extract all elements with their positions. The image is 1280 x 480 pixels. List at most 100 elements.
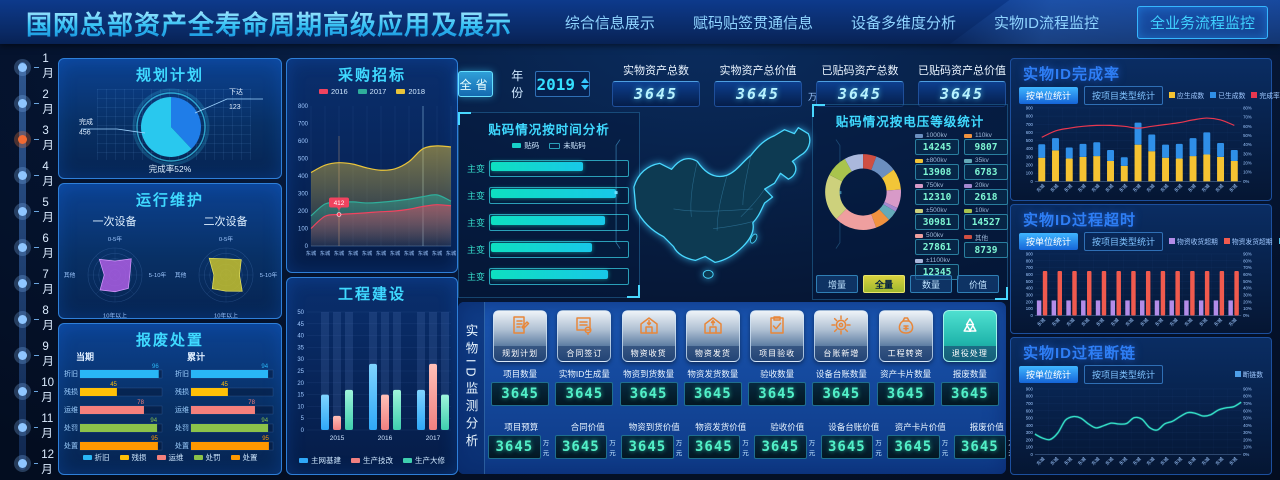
svg-text:东城: 东城	[1049, 182, 1061, 194]
counter-value: 3645	[555, 382, 614, 406]
gear-icon	[815, 314, 867, 336]
year-spinner-icon[interactable]	[581, 78, 589, 90]
timeline-month-3月[interactable]: 3月	[0, 125, 56, 152]
voltage-legend: 1000kv 14245 ±800kv 13908 750kv 12310 ±500kv 30…	[915, 132, 1008, 282]
step-tile-工程转资[interactable]: 工程转资	[878, 310, 933, 362]
svg-text:东城: 东城	[1183, 316, 1195, 328]
timeline-month-10月[interactable]: 10月	[0, 377, 56, 404]
step-tile-合同签订[interactable]: 合同签订	[557, 310, 612, 362]
timeline-month-2月[interactable]: 2月	[0, 89, 56, 116]
stat-label: 已贴码资产总数	[821, 64, 899, 77]
voltage-btn-全量[interactable]: 全量	[863, 275, 905, 293]
month-tick	[34, 354, 40, 356]
nav-item-0[interactable]: 综合信息展示	[564, 14, 655, 32]
step-tile-物资发货[interactable]: 物资发货	[685, 310, 740, 362]
tab-按项目类型统计[interactable]: 按项目类型统计	[1084, 85, 1164, 105]
month-label: 10月	[41, 377, 55, 404]
svg-text:东城: 东城	[1186, 182, 1198, 194]
timeline-month-7月[interactable]: 7月	[0, 269, 56, 296]
time-analysis-bars: 主变 主变 主变 主变 主变	[459, 151, 639, 290]
panel-legend: 断链数	[1234, 369, 1263, 379]
timeline-month-8月[interactable]: 8月	[0, 305, 56, 332]
legend-head: 1000kv	[915, 132, 959, 139]
timeline-month-1月[interactable]: 1月	[0, 53, 56, 80]
legend-label: 生产大修	[415, 456, 445, 465]
svg-text:东城: 东城	[1063, 455, 1075, 467]
legend-label: 处置	[242, 453, 258, 462]
panel-title: 贴码情况按时间分析	[488, 123, 610, 137]
value-项目预算: 项目预算 3645 万元	[488, 421, 555, 459]
svg-text:运维: 运维	[175, 405, 189, 414]
legend-head: 500kv	[915, 232, 959, 239]
svg-text:东城: 东城	[1214, 182, 1226, 194]
tab-按单位统计[interactable]: 按单位统计	[1019, 365, 1079, 383]
month-dot-icon	[14, 310, 31, 328]
legend-swatch-icon	[549, 142, 561, 149]
counter-value: 3645	[748, 382, 807, 406]
tab-按单位统计[interactable]: 按单位统计	[1019, 232, 1079, 250]
time-legend-未贴码: 未贴码	[549, 140, 586, 151]
svg-text:200: 200	[1026, 299, 1034, 304]
legend-label: 完成率	[1259, 93, 1280, 100]
counter-value: 3645	[491, 382, 550, 406]
china-map[interactable]	[614, 96, 842, 304]
tab-按项目类型统计[interactable]: 按项目类型统计	[1084, 364, 1164, 384]
panel-scrap: 报废处置 当期 折旧 96 残损 45 运维 78 处罚 94 处置 95 累计 折旧 94 残损 45 运维 7…	[58, 323, 282, 475]
step-tile-台账新增[interactable]: 台账新增	[814, 310, 869, 362]
row-label: 主变	[467, 245, 486, 255]
voltage-btn-增量[interactable]: 增量	[816, 275, 858, 293]
step-tile-规划计划[interactable]: 规划计划	[493, 310, 548, 362]
legend-label: 贴码	[524, 141, 540, 150]
svg-text:900: 900	[1026, 105, 1034, 110]
counter-label: 实物ID生成量	[558, 369, 610, 379]
timeline-month-6月[interactable]: 6月	[0, 233, 56, 260]
svg-text:东城: 东城	[1227, 316, 1239, 328]
svg-text:东城: 东城	[1145, 182, 1157, 194]
svg-text:0: 0	[1031, 313, 1034, 318]
legend-swatch-icon	[403, 458, 412, 463]
svg-text:60%: 60%	[1243, 124, 1252, 129]
region-button[interactable]: 全省	[458, 71, 494, 97]
panel-title: 采购招标	[337, 67, 406, 84]
legend-label: 其他	[975, 235, 988, 242]
step-tile-项目验收[interactable]: 项目验收	[750, 310, 805, 362]
legend-label: 断链数	[1242, 372, 1263, 379]
voltage-legend-750kv: 750kv 12310	[915, 182, 959, 205]
svg-text:0: 0	[1031, 179, 1034, 184]
nav-item-4[interactable]: 全业务流程监控	[1136, 5, 1268, 39]
legend-设备新增超期: 设备新增超期	[1278, 236, 1280, 246]
completion-head: 按单位统计 按项目类型统计 应生成数 已生成数 完成率	[1011, 85, 1280, 105]
svg-text:45: 45	[110, 382, 117, 388]
nav-item-2[interactable]: 设备多维度分析	[850, 14, 956, 32]
svg-text:东城: 东城	[1200, 182, 1212, 194]
counter-unit: 万元	[742, 440, 749, 457]
timeline-month-12月[interactable]: 12月	[0, 449, 56, 476]
tab-按单位统计[interactable]: 按单位统计	[1019, 86, 1079, 104]
timeline-month-5月[interactable]: 5月	[0, 197, 56, 224]
count-物资到货数量: 物资到货数量 3645	[617, 368, 681, 406]
nav-item-3[interactable]: 实物ID流程监控	[993, 14, 1099, 32]
completion-chart: 0 100 200 300 400 500 600 700 800 900 0% 10% 20% 30% 4…	[1011, 104, 1271, 208]
scrap-legend-残损: 残损	[119, 452, 147, 463]
timeline-month-11月[interactable]: 11月	[0, 413, 56, 440]
legend-swatch-icon	[299, 458, 308, 463]
svg-text:300: 300	[298, 192, 309, 198]
legend-label: 2018	[408, 87, 426, 96]
nav-item-1[interactable]: 赋码贴签贯通信息	[692, 14, 813, 32]
month-dot-core	[18, 458, 27, 468]
timeline-month-4月[interactable]: 4月	[0, 161, 56, 188]
panel-title: 实物ID过程断链	[1023, 345, 1137, 362]
svg-text:45: 45	[221, 382, 228, 388]
svg-text:处罚: 处罚	[64, 423, 78, 432]
voltage-btn-数量[interactable]: 数量	[910, 275, 952, 293]
tab-按项目类型统计[interactable]: 按项目类型统计	[1084, 231, 1164, 251]
year-label: 年份	[511, 69, 524, 100]
year-select[interactable]: 2019	[535, 71, 590, 97]
svg-text:40%: 40%	[1243, 423, 1252, 428]
overtime-chart: 0 100 200 300 400 500 600 700 800 900 0% 10% 20% 30% 4…	[1011, 250, 1271, 340]
step-tile-退役处理[interactable]: 退役处理	[942, 310, 997, 362]
svg-text:500: 500	[1026, 279, 1034, 284]
step-tile-物资收货[interactable]: 物资收货	[621, 310, 676, 362]
timeline-month-9月[interactable]: 9月	[0, 341, 56, 368]
voltage-btn-价值[interactable]: 价值	[957, 275, 999, 293]
